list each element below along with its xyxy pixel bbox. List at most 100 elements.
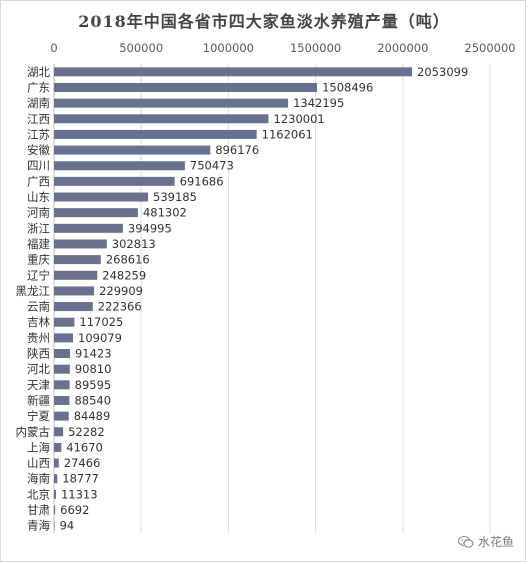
category-label: 辽宁 [27,268,50,282]
bar [54,176,175,186]
data-label: 481302 [143,206,187,220]
category-label: 甘肃 [27,503,50,517]
data-label: 268616 [106,253,150,267]
category-label: 四川 [27,159,50,173]
bar [54,239,107,249]
category-label: 新疆 [27,393,50,407]
bar [54,333,74,343]
data-label: 91423 [75,347,112,361]
data-label: 539185 [153,190,197,204]
data-label: 691686 [180,174,224,188]
category-label: 山西 [27,456,50,470]
data-label: 84489 [74,409,111,423]
data-label: 41670 [66,440,103,454]
x-tick-label: 1500000 [290,41,341,55]
data-label: 52282 [68,425,105,439]
bar [54,286,95,296]
category-label: 黑龙江 [16,284,51,298]
category-label: 广东 [27,80,50,94]
category-label: 湖北 [27,65,50,79]
bar [54,505,56,515]
category-label: 安徽 [27,143,50,157]
category-label: 内蒙古 [16,425,51,439]
category-label: 云南 [27,300,50,314]
watermark: 水花鱼 [457,533,514,550]
bar [54,129,257,139]
bar [54,270,98,280]
bar [54,114,269,124]
watermark-text: 水花鱼 [477,535,514,549]
data-label: 2053099 [417,65,468,79]
bar [54,411,69,421]
category-label: 河南 [27,206,50,220]
data-label: 89595 [75,378,112,392]
bar [54,349,70,359]
data-label: 11313 [61,487,98,501]
category-label: 天津 [27,378,50,392]
category-label: 青海 [27,519,50,533]
x-tick-label: 500000 [119,41,163,55]
bar [54,489,56,499]
data-label: 229909 [99,284,143,298]
bar [54,223,123,233]
data-label: 750473 [190,159,234,173]
data-label: 109079 [78,331,122,345]
wechat-logo-icon [457,535,474,548]
category-label: 河北 [27,362,50,376]
bar [54,364,70,374]
data-label: 302813 [112,237,156,251]
bar [54,317,75,327]
bar [54,458,59,468]
bar [54,427,64,437]
bar [54,67,413,77]
category-label: 江西 [27,112,50,126]
data-label: 90810 [75,362,112,376]
category-label: 重庆 [27,253,50,267]
data-label: 896176 [215,143,259,157]
category-label: 湖南 [27,96,50,110]
bar [54,82,318,92]
category-label: 广西 [27,174,50,188]
bar [54,521,55,531]
bar [54,208,138,218]
category-label: 贵州 [27,331,50,345]
data-label: 222366 [98,300,142,314]
x-tick-label: 2000000 [377,41,428,55]
bar [54,302,93,312]
bar [54,380,70,390]
data-label: 88540 [74,393,111,407]
x-tick-label: 2500000 [464,41,515,55]
data-label: 27466 [64,456,101,470]
category-label: 吉林 [27,315,50,329]
bar [54,442,62,452]
category-label: 浙江 [27,221,50,235]
data-label: 1342195 [293,96,344,110]
data-label: 1230001 [274,112,325,126]
bar [54,395,70,405]
x-tick-label: 0 [50,41,57,55]
data-label: 18777 [62,472,99,486]
x-tick-label: 1000000 [203,41,254,55]
data-label: 1162061 [262,127,313,141]
bar [54,474,58,484]
category-label: 宁夏 [27,409,50,423]
category-label: 北京 [27,487,50,501]
data-label: 1508496 [322,80,373,94]
category-label: 福建 [27,237,50,251]
bar [54,255,101,265]
data-label: 6692 [60,503,89,517]
category-label: 陕西 [27,347,50,361]
bar [54,98,289,108]
data-label: 94 [60,519,75,533]
category-label: 海南 [27,472,50,486]
bar [54,161,185,171]
bar [54,145,211,155]
category-label: 江苏 [27,127,50,141]
category-label: 上海 [27,440,50,454]
chart-title: 2018年中国各省市四大家鱼淡水养殖产量（吨） [78,12,450,31]
data-label: 248259 [102,268,146,282]
data-label: 117025 [79,315,123,329]
data-label: 394995 [128,221,172,235]
